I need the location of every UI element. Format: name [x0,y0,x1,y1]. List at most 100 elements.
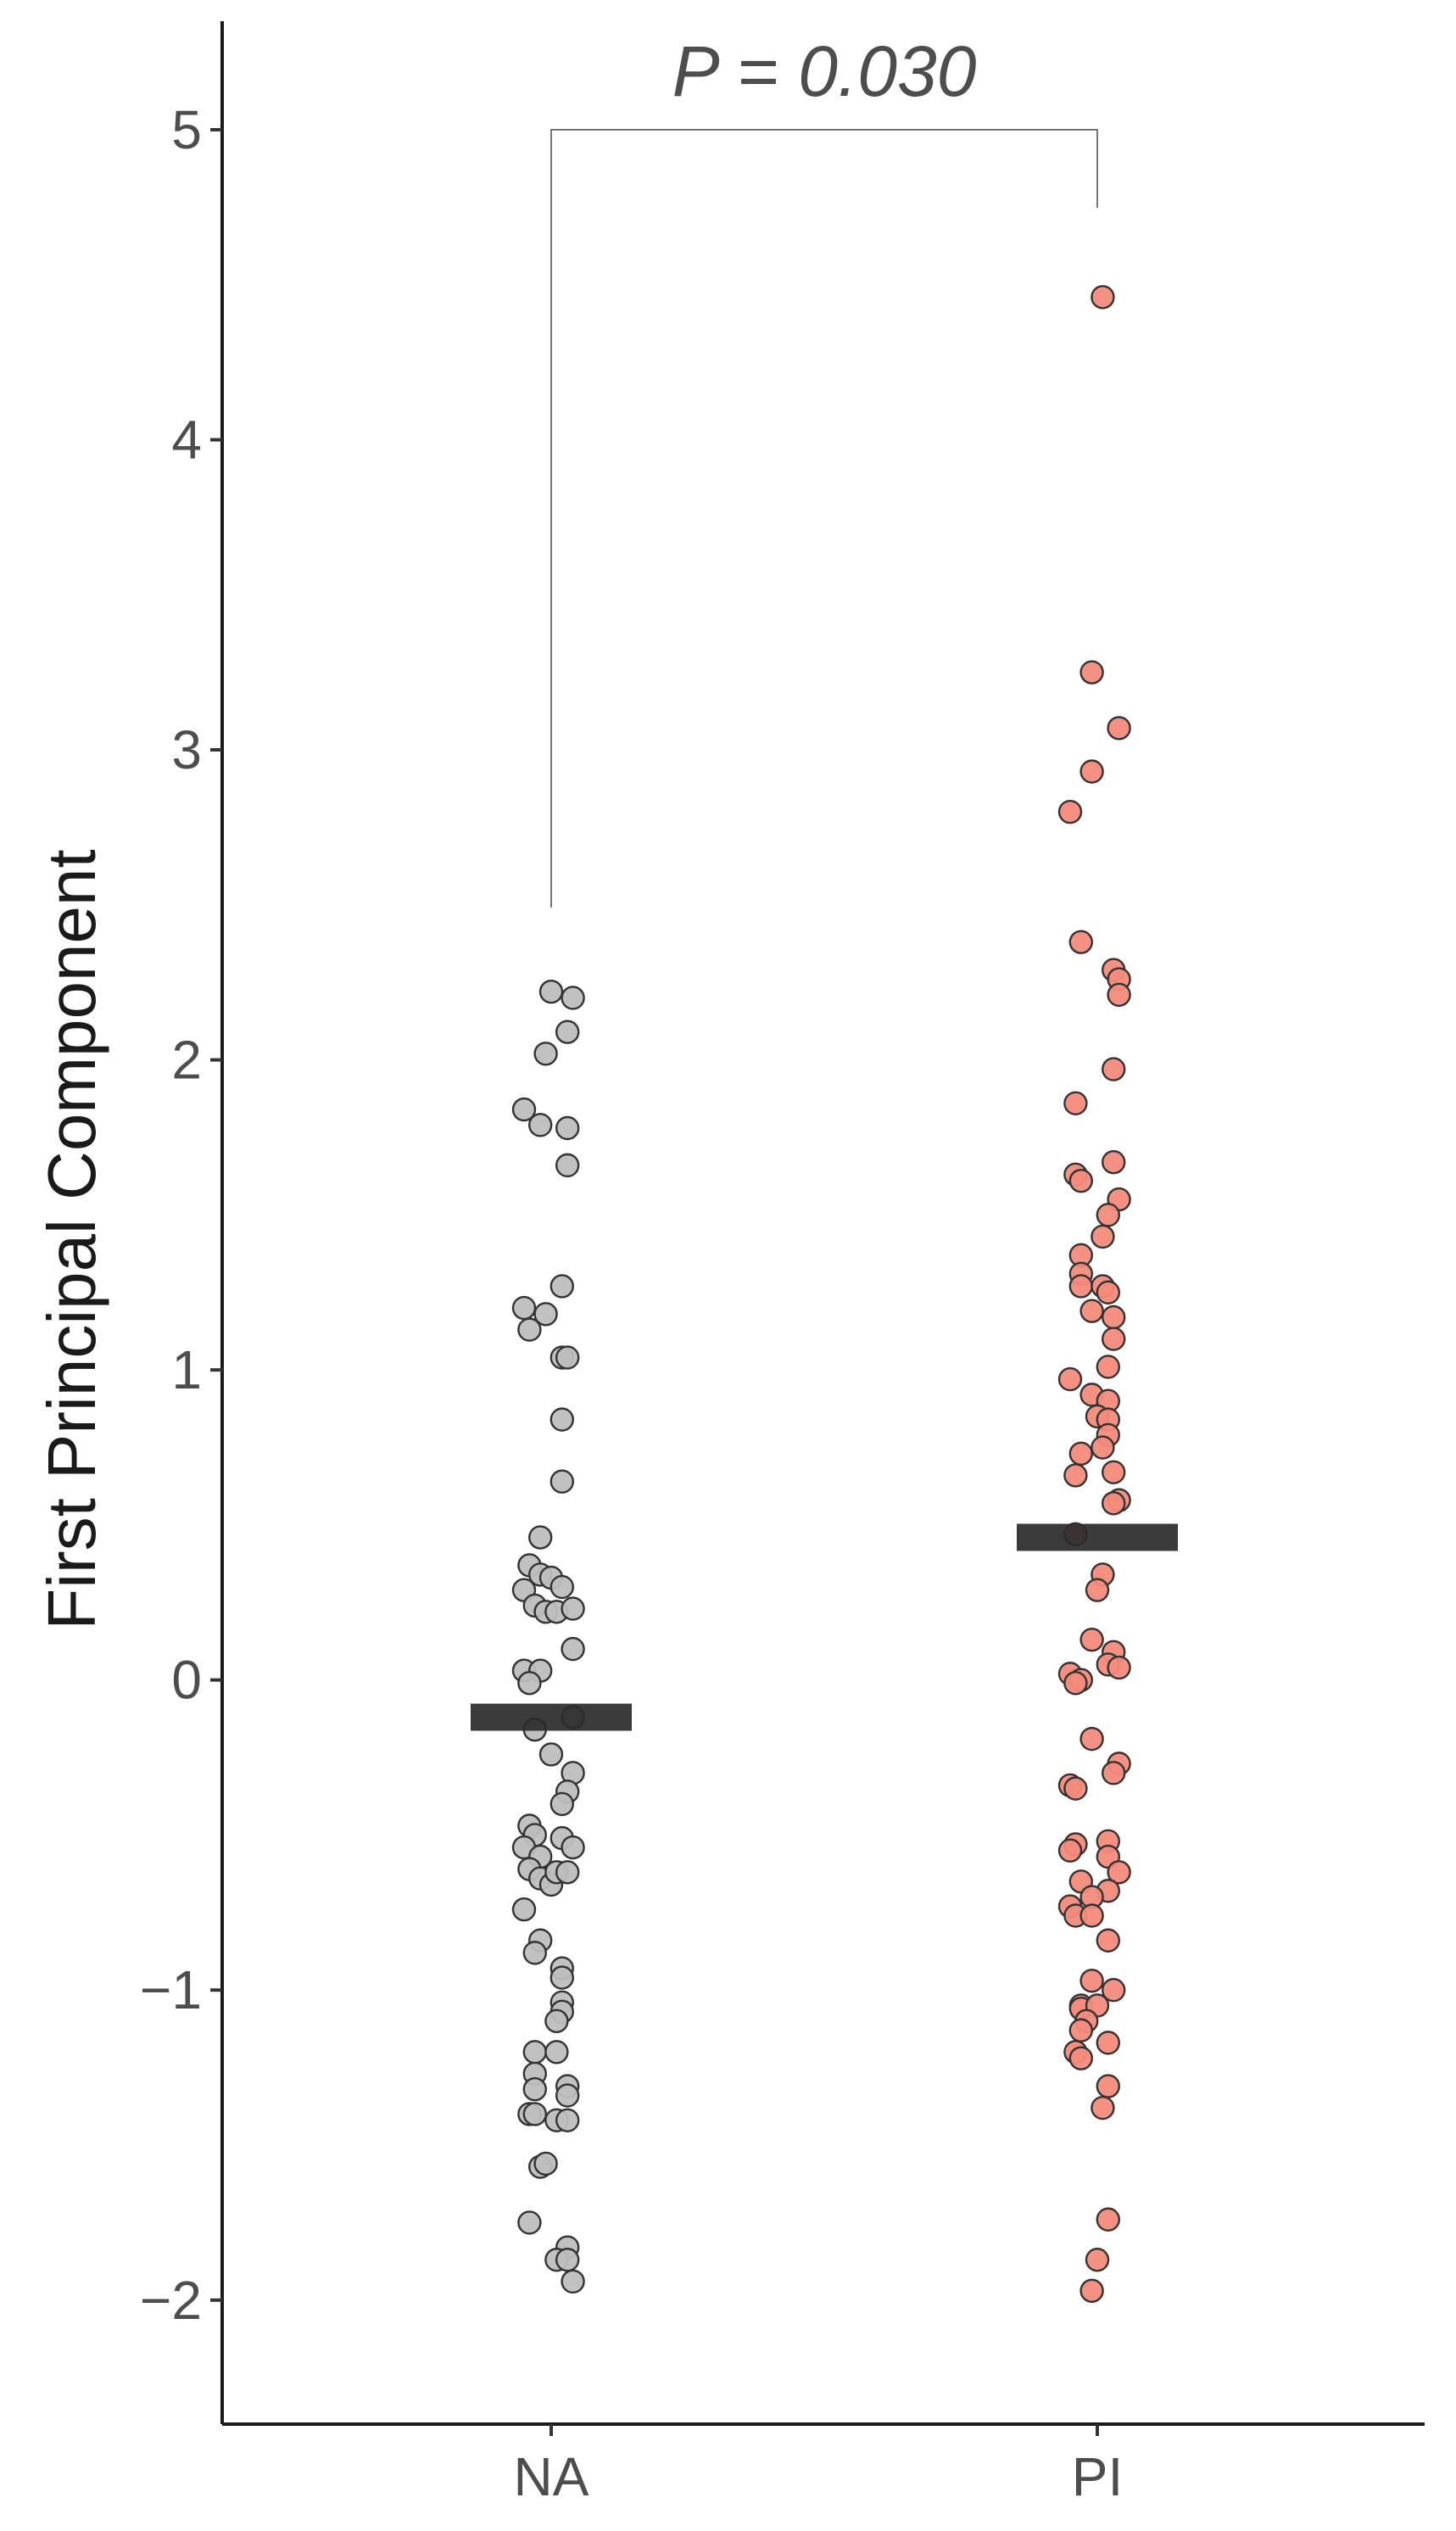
point-na [528,1525,553,1550]
y-tick-label: −1 [140,1959,202,2020]
p-value-label: P = 0.030 [672,31,977,111]
point-pi [1101,1491,1126,1516]
point-na [544,2040,569,2064]
point-na [533,2151,558,2176]
point-na [555,2083,580,2108]
y-axis-title: First Principal Component [34,849,109,1629]
point-pi [1096,1355,1121,1379]
point-pi [1063,1091,1088,1115]
median-bars [471,1523,1178,1731]
point-na [517,1671,542,1696]
point-na [511,1097,537,1122]
point-pi [1079,759,1104,784]
point-na [555,2108,580,2132]
median-bar-na [471,1703,632,1731]
y-tick-label: 0 [171,1650,202,1711]
point-pi [1068,930,1094,954]
point-na [561,2269,585,2294]
point-pi [1091,285,1115,310]
point-pi [1101,1305,1126,1330]
point-na [549,1407,574,1432]
point-pi [1079,660,1104,684]
point-na [533,1042,558,1066]
point-na [538,1742,564,1767]
point-na [511,1295,537,1321]
point-na [549,1469,574,1494]
point-pi [1096,1928,1121,1953]
point-na [522,1941,547,1965]
y-tick-label: 4 [171,409,202,470]
point-pi [1079,1903,1104,1928]
bracket-line [550,129,1098,908]
point-na [555,1345,580,1370]
point-pi [1107,982,1131,1008]
point-pi [1068,2018,1094,2042]
point-pi [1079,1627,1104,1652]
point-na [517,1317,542,1342]
point-na [544,2009,569,2033]
y-tick-label: −2 [140,2270,202,2331]
point-na [555,1020,580,1044]
axes [210,21,1425,2436]
y-tick-label: 1 [171,1339,202,1400]
y-tick-label: 2 [171,1030,202,1091]
point-pi [1107,716,1131,740]
point-pi [1057,1838,1083,1863]
point-pi [1079,1299,1104,1323]
point-pi [1091,1224,1115,1249]
point-na [522,2102,547,2126]
point-na [533,1302,558,1327]
point-pi [1068,1274,1094,1299]
data-points [511,285,1131,2304]
point-pi [1091,2095,1115,2120]
point-pi [1063,1776,1088,1801]
point-pi [1085,1578,1110,1602]
point-pi [1096,1280,1121,1305]
point-na [555,1860,580,1885]
point-pi [1091,1435,1115,1460]
labels: −2 −1 0 1 2 3 4 5 NA PI First Principal Component P… [34,31,1123,2507]
point-na [549,1965,574,1990]
point-na [549,1574,574,1600]
point-pi [1101,1978,1126,2003]
point-pi [1101,1057,1126,1081]
point-pi [1101,1460,1126,1484]
point-pi [1096,2074,1121,2098]
point-pi [1107,1860,1131,1885]
point-pi [1096,2207,1121,2232]
point-pi [1063,1671,1088,1696]
point-pi [1079,1969,1104,1993]
point-pi [1096,2031,1121,2055]
point-pi [1107,1655,1131,1680]
point-na [517,2210,542,2235]
point-na [522,2040,547,2064]
point-na [555,2248,580,2272]
point-na [549,1791,574,1817]
point-na [538,979,564,1004]
point-pi [1068,1168,1094,1193]
point-pi [1101,1761,1126,1785]
point-na [555,1115,580,1141]
point-pi [1079,2278,1104,2304]
y-tick-label: 3 [171,719,202,780]
x-tick-label-pi: PI [1072,2446,1123,2507]
point-pi [1079,1726,1104,1752]
point-na [561,1636,585,1662]
point-na [555,1153,580,1178]
point-na [549,1274,574,1299]
significance-bracket [550,129,1098,908]
point-pi [1057,799,1083,824]
median-bar-pi [1017,1523,1178,1551]
point-na [561,1835,585,1860]
point-na [561,986,585,1010]
point-pi [1068,2046,1094,2070]
point-pi [1057,1366,1083,1392]
point-pi [1063,1463,1088,1488]
point-na [522,2077,547,2102]
point-pi [1101,1327,1126,1351]
point-pi [1068,1441,1094,1467]
y-tick-label: 5 [171,99,202,160]
x-tick-label-na: NA [514,2446,589,2507]
